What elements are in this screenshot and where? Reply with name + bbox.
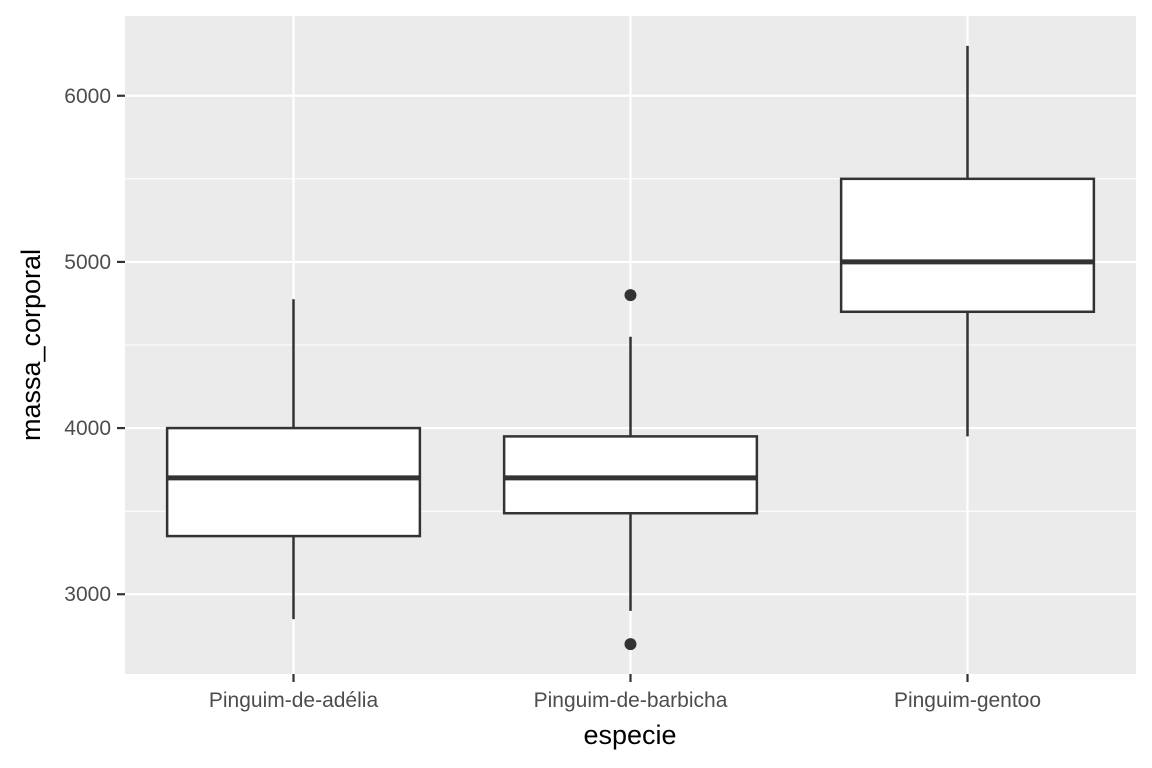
- box-body: [165, 426, 422, 538]
- x-axis-title: especie: [583, 720, 676, 750]
- x-tick-label: Pinguim-de-barbicha: [534, 689, 728, 712]
- outlier-point: [624, 289, 637, 302]
- box-body: [839, 177, 1096, 314]
- x-tick-label: Pinguim-de-adélia: [209, 689, 379, 712]
- boxes: [165, 45, 1096, 651]
- y-tick-label: 6000: [64, 85, 111, 108]
- y-tick-label: 3000: [64, 583, 111, 606]
- box-2: [502, 289, 759, 651]
- x-tick-label: Pinguim-gentoo: [894, 689, 1041, 712]
- box-1: [165, 299, 422, 620]
- box-body: [502, 435, 759, 515]
- outlier-point: [624, 638, 637, 651]
- box-3: [839, 45, 1096, 437]
- y-axis-title: massa_corporal: [16, 249, 46, 441]
- y-axis: 3000 4000 5000 6000: [64, 85, 125, 606]
- y-tick-label: 4000: [64, 417, 111, 440]
- y-tick-label: 5000: [64, 251, 111, 274]
- x-axis: Pinguim-de-adélia Pinguim-de-barbicha Ping…: [209, 674, 1041, 712]
